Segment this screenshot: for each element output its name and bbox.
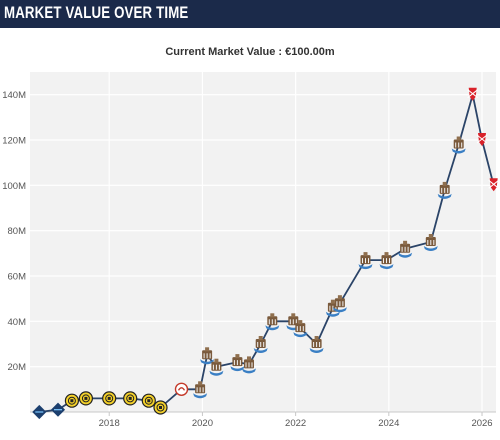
club-badge-newcastle-icon <box>451 136 466 154</box>
y-tick-label: 60M <box>8 272 27 283</box>
club-badge-newcastle-icon <box>423 234 438 251</box>
x-tick-label: 2024 <box>378 418 399 429</box>
club-badge-dortmund-icon <box>141 393 156 408</box>
y-tick-label: 20M <box>8 362 27 373</box>
club-badge-newcastle-icon <box>437 181 452 199</box>
club-badge-liverpool-icon <box>467 87 479 101</box>
club-badge-newcastle-icon <box>379 252 394 270</box>
club-badge-salzburg-icon <box>174 382 189 396</box>
club-badge-newcastle-icon <box>293 320 308 338</box>
club-badge-slovan-icon <box>32 404 47 420</box>
club-badge-liverpool-icon <box>476 133 488 146</box>
club-badge-slovan-icon <box>50 402 66 417</box>
club-badge-newcastle-icon <box>230 354 245 372</box>
y-tick-label: 100M <box>2 181 26 192</box>
y-tick-label: 80M <box>8 226 27 237</box>
club-badge-newcastle-icon <box>200 347 215 365</box>
y-tick-label: 40M <box>8 317 27 328</box>
x-tick-label: 2018 <box>99 418 120 429</box>
club-badge-dortmund-icon <box>78 391 94 406</box>
y-tick-label: 120M <box>2 136 26 147</box>
x-tick-label: 2022 <box>285 418 306 429</box>
club-badge-newcastle-icon <box>209 358 224 376</box>
y-tick-label: 140M <box>2 90 26 101</box>
club-badge-newcastle-icon <box>332 295 347 313</box>
club-badge-dortmund-icon <box>123 391 138 406</box>
plot-area <box>30 72 496 412</box>
club-badge-dortmund-icon <box>64 393 80 408</box>
club-badge-dortmund-icon <box>153 400 168 415</box>
club-badge-liverpool-icon <box>488 178 500 192</box>
club-badge-newcastle-icon <box>242 356 256 374</box>
x-tick-label: 2020 <box>192 418 213 429</box>
chart-subtitle: Current Market Value : €100.00m <box>165 46 335 58</box>
club-badge-newcastle-icon <box>398 240 413 258</box>
section-header: MARKET VALUE OVER TIME <box>0 0 500 28</box>
club-badge-newcastle-icon <box>358 252 373 270</box>
club-badge-newcastle-icon <box>253 336 268 353</box>
club-badge-newcastle-icon <box>265 313 280 331</box>
section-title: MARKET VALUE OVER TIME <box>4 3 189 22</box>
club-badge-dortmund-icon <box>102 391 117 406</box>
club-badge-newcastle-icon <box>193 381 208 399</box>
club-badge-newcastle-icon <box>309 336 324 353</box>
x-tick-label: 2026 <box>471 418 492 429</box>
